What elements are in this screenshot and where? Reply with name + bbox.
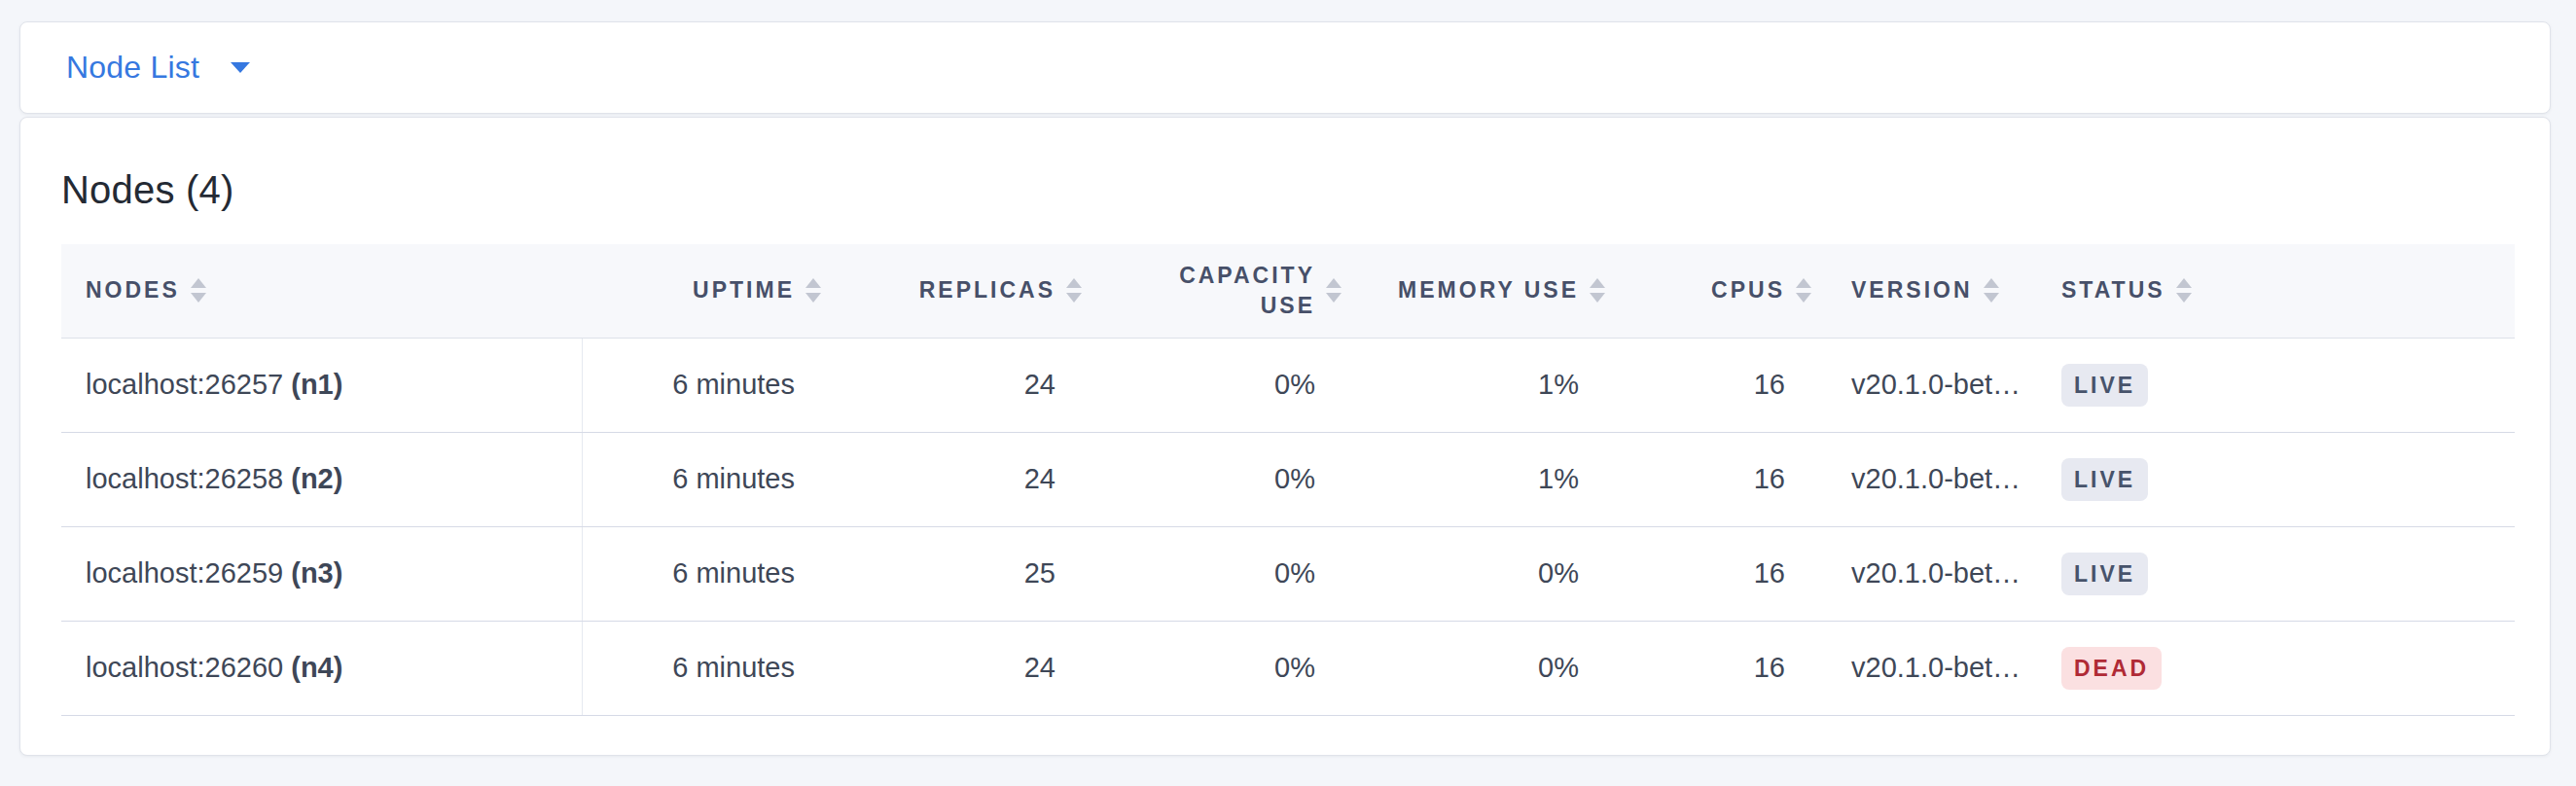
chevron-down-icon: [230, 61, 251, 74]
status-cell: LIVE: [2042, 432, 2515, 526]
node-address-cell[interactable]: localhost:26259 (n3): [61, 526, 582, 621]
memory-use-cell: 0%: [1348, 526, 1612, 621]
status-cell: LIVE: [2042, 338, 2515, 432]
cpus-cell: 16: [1612, 432, 1818, 526]
nodes-table: NODES UPTIME: [61, 244, 2515, 716]
sort-icon[interactable]: [1983, 278, 2000, 303]
cpus-cell: 16: [1612, 621, 1818, 715]
status-badge: LIVE: [2061, 553, 2148, 595]
node-address-cell[interactable]: localhost:26257 (n1): [61, 338, 582, 432]
sort-icon[interactable]: [1795, 278, 1812, 303]
sort-icon[interactable]: [1325, 278, 1342, 303]
capacity-use-cell: 0%: [1089, 432, 1348, 526]
column-header-uptime[interactable]: UPTIME: [582, 244, 828, 338]
replicas-cell: 24: [828, 621, 1089, 715]
sort-icon[interactable]: [1589, 278, 1606, 303]
nodes-card: Nodes (4) NODES: [19, 117, 2551, 756]
page-title: Nodes (4): [61, 168, 2513, 212]
node-id: (n4): [291, 652, 342, 683]
node-list-dropdown-label[interactable]: Node List: [66, 50, 199, 86]
column-header-nodes[interactable]: NODES: [61, 244, 582, 338]
uptime-cell: 6 minutes: [582, 432, 828, 526]
version-cell: v20.1.0-bet…: [1818, 338, 2042, 432]
node-id: (n1): [291, 369, 342, 400]
node-address-cell[interactable]: localhost:26258 (n2): [61, 432, 582, 526]
column-header-replicas[interactable]: REPLICAS: [828, 244, 1089, 338]
table-row[interactable]: localhost:26259 (n3) 6 minutes 25 0% 0% …: [61, 526, 2515, 621]
column-header-capacity-use[interactable]: CAPACITY USE: [1089, 244, 1348, 338]
replicas-cell: 24: [828, 338, 1089, 432]
sort-icon[interactable]: [1065, 278, 1083, 303]
column-header-version[interactable]: VERSION: [1818, 244, 2042, 338]
node-id: (n3): [291, 557, 342, 589]
cpus-cell: 16: [1612, 526, 1818, 621]
status-cell: LIVE: [2042, 526, 2515, 621]
capacity-use-cell: 0%: [1089, 621, 1348, 715]
capacity-use-cell: 0%: [1089, 338, 1348, 432]
version-cell: v20.1.0-bet…: [1818, 432, 2042, 526]
memory-use-cell: 1%: [1348, 338, 1612, 432]
status-cell: DEAD: [2042, 621, 2515, 715]
table-row[interactable]: localhost:26260 (n4) 6 minutes 24 0% 0% …: [61, 621, 2515, 715]
version-cell: v20.1.0-bet…: [1818, 526, 2042, 621]
status-badge: LIVE: [2061, 458, 2148, 501]
column-header-status[interactable]: STATUS: [2042, 244, 2515, 338]
version-cell: v20.1.0-bet…: [1818, 621, 2042, 715]
sort-icon[interactable]: [190, 278, 207, 303]
status-badge: LIVE: [2061, 364, 2148, 407]
table-row[interactable]: localhost:26257 (n1) 6 minutes 24 0% 1% …: [61, 338, 2515, 432]
page: Node List Nodes (4) NODES: [0, 0, 2576, 786]
node-list-dropdown[interactable]: Node List: [19, 21, 2551, 114]
capacity-use-cell: 0%: [1089, 526, 1348, 621]
status-badge: DEAD: [2061, 647, 2162, 690]
memory-use-cell: 1%: [1348, 432, 1612, 526]
node-id: (n2): [291, 463, 342, 494]
uptime-cell: 6 minutes: [582, 621, 828, 715]
replicas-cell: 24: [828, 432, 1089, 526]
table-header-row: NODES UPTIME: [61, 244, 2515, 338]
uptime-cell: 6 minutes: [582, 338, 828, 432]
uptime-cell: 6 minutes: [582, 526, 828, 621]
sort-icon[interactable]: [805, 278, 822, 303]
cpus-cell: 16: [1612, 338, 1818, 432]
column-header-cpus[interactable]: CPUS: [1612, 244, 1818, 338]
column-header-memory-use[interactable]: MEMORY USE: [1348, 244, 1612, 338]
replicas-cell: 25: [828, 526, 1089, 621]
sort-icon[interactable]: [2175, 278, 2193, 303]
node-address-cell[interactable]: localhost:26260 (n4): [61, 621, 582, 715]
memory-use-cell: 0%: [1348, 621, 1612, 715]
table-row[interactable]: localhost:26258 (n2) 6 minutes 24 0% 1% …: [61, 432, 2515, 526]
